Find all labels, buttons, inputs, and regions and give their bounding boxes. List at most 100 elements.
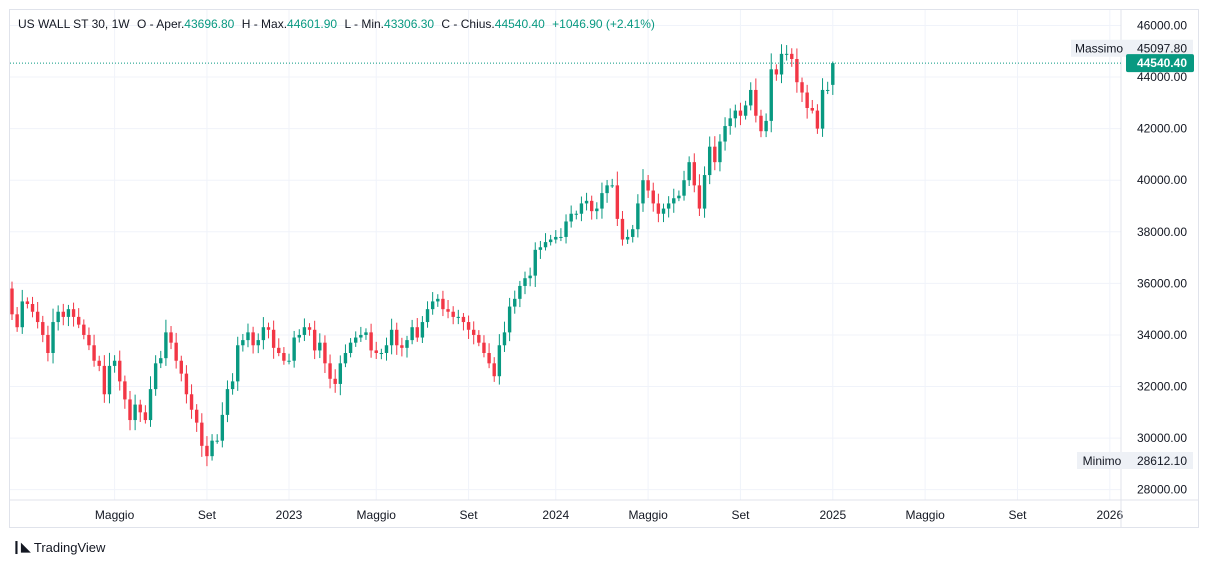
y-tick-label: 34000.00 [1137, 328, 1187, 342]
candle-body [328, 363, 332, 379]
candle-body [810, 108, 814, 111]
candle-body [15, 314, 19, 328]
candle-body [35, 311, 40, 323]
candle-body [118, 360, 122, 382]
candle-body [51, 322, 55, 353]
candle-body [354, 337, 358, 343]
candle-body [266, 327, 271, 330]
candle-body [687, 162, 691, 181]
candle-body [261, 327, 266, 341]
min-label: Minimo [1083, 454, 1122, 468]
candle-body [425, 309, 430, 323]
x-tick-label: Set [198, 508, 217, 522]
candle-body [574, 213, 578, 215]
candle-body [333, 378, 337, 384]
open-value: 43696.80 [184, 17, 235, 31]
candle-body [189, 394, 194, 410]
low-label: L - Min. [344, 17, 385, 31]
candle-body [389, 329, 394, 346]
tradingview-logo-icon: ❙◣ [11, 539, 31, 554]
candle-body [784, 53, 789, 55]
candle-body [502, 332, 507, 346]
x-tick-label: 2026 [1096, 508, 1123, 522]
candle-body [513, 298, 517, 307]
candle-body [312, 329, 317, 351]
x-tick-label: 2024 [542, 508, 569, 522]
candle-body [148, 389, 153, 421]
candle-body [20, 301, 24, 328]
close-label: C - Chius. [441, 17, 495, 31]
candle-body [133, 404, 137, 421]
candle-body [225, 389, 230, 415]
candle-body [56, 311, 60, 323]
candle-body [569, 213, 573, 222]
candle-body [210, 440, 214, 457]
y-tick-label: 42000.00 [1137, 122, 1187, 136]
candle-body [61, 311, 65, 317]
candle-body [138, 404, 142, 413]
max-label: Massimo [1075, 42, 1123, 56]
y-tick-label: 32000.00 [1137, 380, 1187, 394]
candle-body [559, 236, 563, 238]
candle-body [405, 340, 409, 348]
last-price-badge [1126, 54, 1194, 73]
ohlc-legend: US WALL ST 30, 1W O - Aper.43696.80 H - … [18, 17, 655, 31]
high-label: H - Max. [241, 17, 288, 31]
candle-body [605, 185, 609, 194]
candle-body [738, 110, 743, 116]
max-value: 45097.80 [1137, 42, 1187, 56]
candle-body [523, 278, 527, 286]
candle-body [677, 195, 681, 199]
candle-body [584, 200, 589, 204]
x-tick-label: 2023 [276, 508, 303, 522]
candle-body [579, 203, 584, 214]
candle-body [41, 322, 45, 335]
y-tick-label: 36000.00 [1137, 276, 1187, 290]
x-tick-label: Set [731, 508, 750, 522]
symbol-label[interactable]: US WALL ST 30, 1W [18, 17, 130, 31]
change-value: +1046.90 (+2.41%) [552, 17, 655, 31]
candle-body [87, 334, 91, 346]
candle-body [97, 360, 101, 366]
candle-body [661, 208, 666, 214]
candle-body [292, 337, 296, 361]
candle-body [251, 332, 255, 346]
candle-body [153, 363, 158, 390]
min-value-box [1127, 452, 1193, 469]
candle-body [159, 358, 163, 364]
candle-body [707, 146, 712, 176]
x-tick-label: Maggio [357, 508, 397, 522]
candle-body [492, 363, 496, 377]
candle-body [271, 329, 276, 348]
y-tick-label: 38000.00 [1137, 225, 1187, 239]
candle-body [384, 345, 389, 353]
min-value: 28612.10 [1137, 454, 1187, 468]
candle-body [589, 200, 594, 212]
y-tick-label: 30000.00 [1137, 431, 1187, 445]
candle-body [472, 329, 476, 335]
candle-body [338, 363, 343, 384]
candle-body [297, 334, 301, 338]
low-value: 43306.30 [384, 17, 435, 31]
candle-body [194, 409, 199, 423]
candle-body [143, 412, 148, 421]
candle-body [769, 69, 773, 121]
candle-body [379, 353, 384, 354]
candle-body [646, 180, 650, 191]
candle-body [179, 360, 183, 374]
candle-body [728, 118, 732, 127]
candle-body [282, 353, 286, 361]
candle-body [323, 342, 327, 364]
tradingview-brand[interactable]: ❙◣ TradingView [11, 539, 105, 555]
y-tick-label: 44000.00 [1137, 70, 1187, 84]
candle-body [815, 110, 820, 129]
candle-body [825, 89, 830, 91]
candle-body [92, 345, 96, 361]
candle-body [359, 334, 363, 338]
candle-body [287, 360, 291, 362]
open-label: O - Aper. [136, 17, 185, 31]
candle-body [538, 247, 543, 250]
candle-body [30, 304, 35, 312]
candle-body [82, 324, 86, 335]
